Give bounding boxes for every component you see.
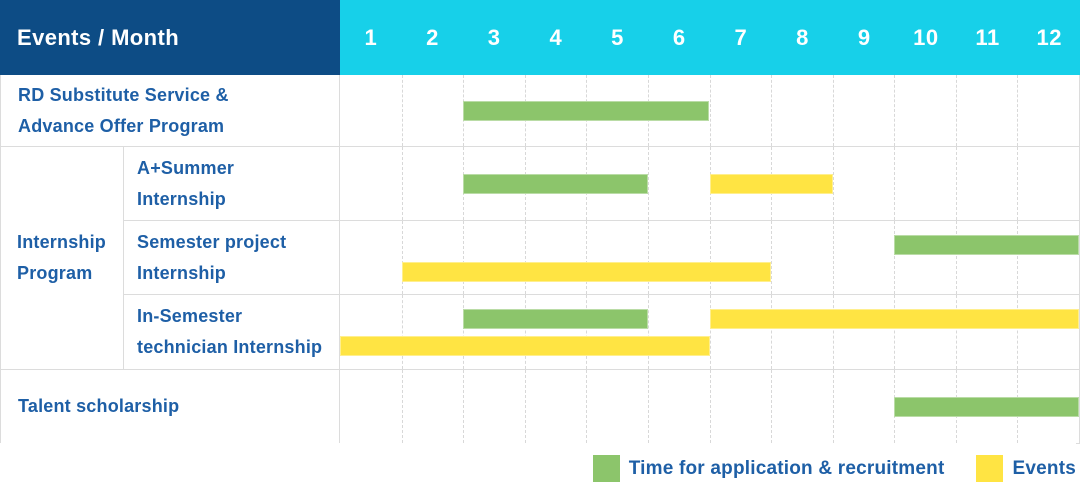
- month-header-3: 3: [487, 24, 501, 50]
- month-header-2: 2: [426, 24, 439, 50]
- bar-application-recruitment: [894, 235, 1079, 255]
- row-label-rd-substitute: RD Substitute Service & Advance Offer Pr…: [18, 84, 229, 136]
- row-label-semester-project: Semester project Internship: [137, 231, 287, 283]
- month-gridline: [647, 221, 649, 294]
- month-gridline: [647, 370, 649, 443]
- month-gridline: [586, 295, 588, 369]
- gantt-cell: [340, 75, 1080, 146]
- legend: Time for application & recruitment Event…: [0, 443, 1076, 494]
- row-label-cell: RD Substitute Service & Advance Offer Pr…: [1, 75, 340, 146]
- table-row: A+Summer Internship: [124, 147, 1080, 221]
- table-row: Semester project Internship: [124, 221, 1080, 295]
- month-gridline: [955, 221, 957, 294]
- month-gridline: [401, 295, 403, 369]
- month-gridline: [771, 75, 773, 146]
- row-label-cell: Talent scholarship: [1, 370, 340, 443]
- bar-events: [709, 173, 833, 194]
- month-header-4: 4: [549, 24, 563, 50]
- month-gridline: [401, 221, 403, 294]
- legend-swatch-recruitment: [592, 455, 620, 482]
- gantt-cell: [340, 147, 1080, 220]
- month-gridline: [832, 370, 834, 443]
- table-header-row: Events / Month 1 2 3 4 5 6 7 8 9 10 11 1…: [0, 0, 1080, 75]
- group-label-cell: Internship Program: [1, 147, 124, 369]
- table-row: RD Substitute Service & Advance Offer Pr…: [1, 75, 1080, 147]
- month-gridline: [463, 295, 465, 369]
- legend-label-recruitment: Time for application & recruitment: [628, 457, 945, 479]
- month-header-11: 11: [975, 24, 1000, 50]
- month-gridline: [832, 221, 834, 294]
- row-label-cell: A+Summer Internship: [124, 147, 340, 220]
- month-gridline: [709, 75, 711, 146]
- month-header-9: 9: [857, 24, 871, 50]
- month-gridline: [709, 221, 711, 294]
- month-gridline: [647, 147, 649, 220]
- row-label-cell: Semester project Internship: [124, 221, 340, 294]
- month-gridline: [709, 370, 711, 443]
- month-header-10: 10: [913, 24, 939, 50]
- table-row: In-Semester technician Internship: [124, 295, 1080, 369]
- month-gridline: [1017, 75, 1019, 146]
- gantt-cell: [340, 221, 1080, 294]
- month-gridline: [401, 370, 403, 443]
- row-label-talent-scholarship: Talent scholarship: [18, 396, 180, 416]
- month-gridline: [401, 75, 403, 146]
- month-gridline: [1017, 295, 1019, 369]
- bar-application-recruitment: [894, 396, 1079, 417]
- month-gridline: [894, 75, 896, 146]
- month-gridline: [586, 221, 588, 294]
- month-gridline: [955, 295, 957, 369]
- bar-application-recruitment: [463, 309, 648, 329]
- month-gridline: [955, 75, 957, 146]
- month-gridline: [832, 295, 834, 369]
- month-gridline: [524, 370, 526, 443]
- month-header-strip: 1 2 3 4 5 6 7 8 9 10 11 12: [340, 0, 1080, 75]
- month-gridline: [709, 295, 711, 369]
- gantt-cell: [340, 295, 1080, 369]
- month-gridline: [832, 147, 834, 220]
- month-gridline: [586, 370, 588, 443]
- row-label-a-plus-summer: A+Summer Internship: [137, 157, 235, 209]
- month-gridline: [771, 221, 773, 294]
- month-gridline: [832, 75, 834, 146]
- month-gridline: [1017, 221, 1019, 294]
- bar-events: [709, 309, 1079, 329]
- row-label-cell: In-Semester technician Internship: [124, 295, 340, 369]
- month-gridline: [771, 370, 773, 443]
- group-subrows: A+Summer Internship Semester project Int…: [124, 147, 1080, 369]
- group-label-internship-program: Internship Program: [17, 232, 107, 283]
- month-gridline: [524, 221, 526, 294]
- row-label-in-semester-technician: In-Semester technician Internship: [137, 306, 323, 357]
- legend-label-events: Events: [1012, 457, 1076, 479]
- month-gridline: [524, 295, 526, 369]
- month-header-6: 6: [672, 24, 686, 50]
- internship-program-group: Internship Program A+Summer Internship S…: [1, 147, 1080, 370]
- bar-application-recruitment: [463, 100, 710, 121]
- month-gridline: [894, 147, 896, 220]
- month-header-12: 12: [1036, 24, 1062, 50]
- month-gridline: [771, 295, 773, 369]
- bar-events: [340, 336, 710, 356]
- bar-events: [401, 262, 772, 282]
- table-body: RD Substitute Service & Advance Offer Pr…: [0, 75, 1080, 444]
- month-gridline: [647, 295, 649, 369]
- month-gridline: [463, 370, 465, 443]
- gantt-cell: [340, 370, 1080, 443]
- month-gridline: [463, 221, 465, 294]
- month-gridline: [894, 221, 896, 294]
- month-header-8: 8: [796, 24, 809, 50]
- legend-swatch-events: [976, 455, 1004, 482]
- month-header-1: 1: [364, 24, 378, 50]
- month-header-7: 7: [734, 24, 748, 50]
- month-header-5: 5: [611, 24, 624, 50]
- month-gridline: [1017, 147, 1019, 220]
- month-gridline: [894, 295, 896, 369]
- table-row: Talent scholarship: [1, 370, 1080, 444]
- bar-application-recruitment: [463, 173, 648, 194]
- month-gridline: [401, 147, 403, 220]
- month-gridline: [955, 147, 957, 220]
- header-title: Events / Month: [0, 0, 340, 75]
